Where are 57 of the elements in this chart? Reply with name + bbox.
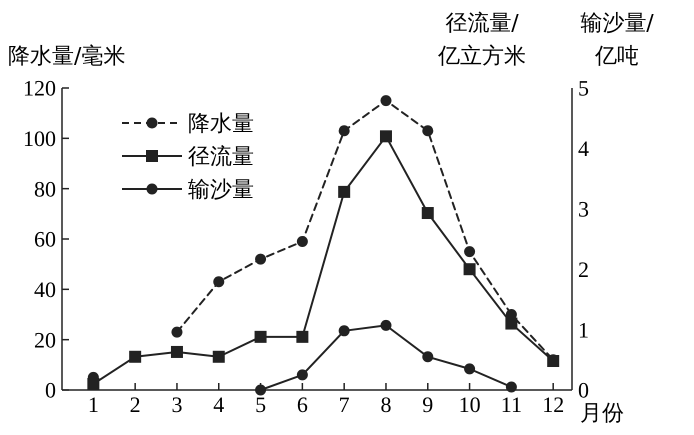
x-axis-title: 月份 bbox=[580, 401, 624, 426]
x-tick-label: 8 bbox=[380, 392, 392, 417]
point bbox=[380, 130, 392, 142]
y2-tick-label: 1 bbox=[578, 317, 589, 342]
point bbox=[296, 236, 308, 248]
y2-tick-label: 5 bbox=[578, 76, 589, 101]
y2-axis-title: 径流量/亿立方米 bbox=[437, 11, 526, 69]
x-tick-label: 11 bbox=[500, 392, 522, 417]
legend-label: 径流量 bbox=[188, 144, 254, 170]
x-tick-label: 1 bbox=[88, 392, 99, 417]
point bbox=[464, 263, 476, 276]
point bbox=[296, 369, 308, 380]
x-tick-label: 3 bbox=[171, 392, 182, 417]
x-tick-label: 9 bbox=[422, 392, 434, 417]
x-tick-label: 6 bbox=[296, 392, 308, 417]
x-tick-label: 7 bbox=[338, 392, 350, 417]
point bbox=[422, 125, 434, 136]
point bbox=[422, 207, 434, 220]
legend-label: 输沙量 bbox=[188, 178, 254, 203]
point bbox=[338, 186, 350, 198]
x-tick-label: 4 bbox=[213, 392, 224, 417]
y-tick-label: 40 bbox=[34, 277, 56, 302]
point bbox=[464, 246, 476, 258]
point bbox=[296, 330, 308, 343]
y-tick-label: 80 bbox=[34, 176, 56, 202]
y2-tick-label: 4 bbox=[578, 136, 589, 162]
point bbox=[422, 351, 434, 362]
x-tick-label: 12 bbox=[542, 392, 564, 417]
legend-label: 降水量 bbox=[188, 112, 254, 137]
point bbox=[87, 378, 100, 390]
point bbox=[380, 320, 392, 331]
point bbox=[464, 363, 476, 374]
y-tick-label: 120 bbox=[23, 76, 56, 101]
x-tick-label: 10 bbox=[458, 392, 481, 417]
y-tick-label: 100 bbox=[23, 126, 56, 152]
point bbox=[255, 254, 266, 265]
y-tick-label: 60 bbox=[34, 226, 56, 252]
x-tick-label: 2 bbox=[130, 392, 141, 417]
y-axis-title: 降水量/毫米 bbox=[8, 44, 126, 69]
point bbox=[170, 346, 183, 358]
x-tick-label: 5 bbox=[255, 392, 266, 417]
y-tick-label: 20 bbox=[34, 327, 56, 352]
point bbox=[213, 276, 224, 288]
point bbox=[338, 125, 350, 136]
point bbox=[506, 381, 517, 392]
y2-tick-label: 3 bbox=[578, 196, 589, 222]
point bbox=[505, 318, 518, 330]
y-tick-label: 0 bbox=[45, 378, 56, 403]
point bbox=[171, 326, 182, 338]
text: 输沙量/亿吨 bbox=[580, 11, 654, 69]
point bbox=[129, 350, 142, 363]
point bbox=[380, 95, 392, 106]
y2-tick-label: 2 bbox=[578, 256, 589, 282]
point bbox=[212, 350, 225, 363]
point bbox=[254, 330, 267, 343]
y2-tick-label: 0 bbox=[578, 378, 589, 403]
point bbox=[338, 325, 350, 336]
